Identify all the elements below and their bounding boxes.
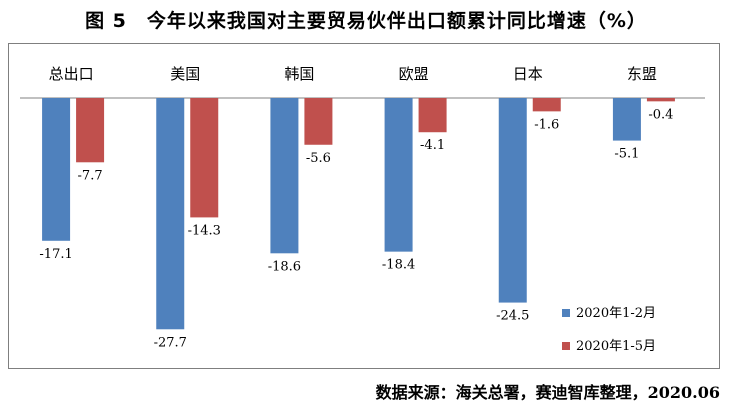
- data-label: -4.1: [420, 138, 445, 153]
- bar-series2: [532, 98, 561, 112]
- bar-series2: [190, 98, 219, 218]
- category-label: 欧盟: [399, 65, 429, 83]
- data-label: -7.7: [78, 168, 103, 183]
- bar-series1: [612, 98, 641, 141]
- bar-series1: [498, 98, 527, 303]
- category-label: 东盟: [627, 65, 657, 83]
- data-label: -17.1: [39, 247, 72, 262]
- chart-title: 图 5 今年以来我国对主要贸易伙伴出口额累计同比增速（%）: [85, 10, 647, 32]
- data-label: -27.7: [154, 335, 187, 350]
- data-label: -1.6: [534, 117, 559, 132]
- legend-swatch: [562, 309, 570, 317]
- bar-series1: [156, 98, 185, 330]
- data-source-note: 数据来源：海关总署，赛迪智库整理，2020.06: [375, 383, 720, 402]
- bar-series2: [76, 98, 105, 163]
- bar-series1: [42, 98, 71, 241]
- legend-entry: 2020年1-5月: [576, 339, 656, 354]
- legend-entry: 2020年1-2月: [576, 306, 656, 321]
- chart-frame: [8, 43, 720, 369]
- data-label: -18.6: [268, 259, 301, 274]
- bar-series2: [418, 98, 447, 133]
- data-label: -5.1: [614, 147, 639, 162]
- data-label: -18.4: [382, 258, 415, 273]
- category-label: 韩国: [284, 65, 314, 83]
- category-label: 美国: [170, 65, 200, 83]
- bar-series1: [270, 98, 299, 254]
- data-label: -0.4: [648, 107, 673, 122]
- legend-swatch: [562, 342, 570, 350]
- data-label: -24.5: [496, 309, 529, 324]
- data-label: -14.3: [188, 223, 221, 238]
- category-label: 总出口: [49, 65, 94, 83]
- data-label: -5.6: [306, 151, 331, 166]
- category-label: 日本: [513, 65, 543, 83]
- bar-series1: [384, 98, 413, 252]
- bar-series2: [646, 98, 675, 102]
- bar-series2: [304, 98, 333, 145]
